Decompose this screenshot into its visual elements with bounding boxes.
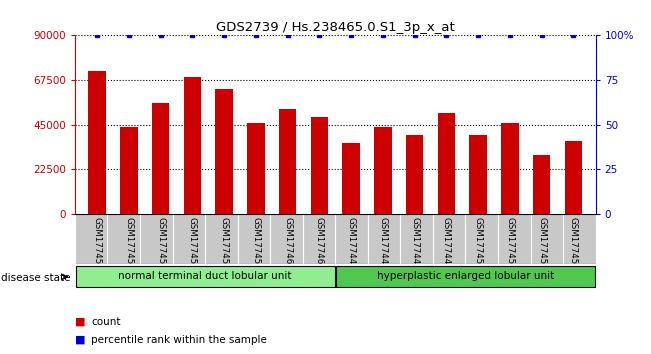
Bar: [152, 103, 169, 214]
Bar: [76, 266, 335, 287]
Text: GSM177455: GSM177455: [124, 217, 133, 269]
Bar: [374, 127, 392, 214]
Text: GSM177461: GSM177461: [315, 217, 324, 269]
Bar: [437, 113, 455, 214]
Bar: [564, 141, 582, 214]
Bar: [279, 109, 296, 214]
Bar: [533, 155, 550, 214]
Text: hyperplastic enlarged lobular unit: hyperplastic enlarged lobular unit: [377, 272, 554, 281]
Text: GSM177446: GSM177446: [346, 217, 355, 269]
Text: ■: ■: [75, 317, 85, 327]
Text: GSM177449: GSM177449: [442, 217, 451, 269]
Bar: [120, 127, 137, 214]
Bar: [501, 123, 519, 214]
Bar: [184, 77, 201, 214]
Bar: [342, 143, 360, 214]
Text: ■: ■: [75, 335, 85, 345]
Text: GSM177447: GSM177447: [378, 217, 387, 269]
Title: GDS2739 / Hs.238465.0.S1_3p_x_at: GDS2739 / Hs.238465.0.S1_3p_x_at: [216, 21, 454, 34]
Text: GSM177457: GSM177457: [188, 217, 197, 269]
Bar: [469, 135, 487, 214]
Text: GSM177454: GSM177454: [92, 217, 102, 269]
Text: GSM177460: GSM177460: [283, 217, 292, 269]
Bar: [406, 135, 423, 214]
Text: GSM177458: GSM177458: [219, 217, 229, 269]
Text: disease state: disease state: [1, 273, 71, 283]
Text: normal terminal duct lobular unit: normal terminal duct lobular unit: [118, 272, 292, 281]
Text: GSM177453: GSM177453: [569, 217, 578, 269]
Bar: [336, 266, 595, 287]
Text: GSM177451: GSM177451: [505, 217, 514, 269]
Text: GSM177450: GSM177450: [474, 217, 482, 269]
Text: GSM177459: GSM177459: [251, 217, 260, 269]
Bar: [89, 71, 106, 214]
Text: GSM177456: GSM177456: [156, 217, 165, 269]
Bar: [247, 123, 264, 214]
Text: GSM177448: GSM177448: [410, 217, 419, 269]
Text: count: count: [91, 317, 120, 327]
Text: percentile rank within the sample: percentile rank within the sample: [91, 335, 267, 345]
Bar: [311, 117, 328, 214]
Text: GSM177452: GSM177452: [537, 217, 546, 269]
Bar: [215, 89, 233, 214]
